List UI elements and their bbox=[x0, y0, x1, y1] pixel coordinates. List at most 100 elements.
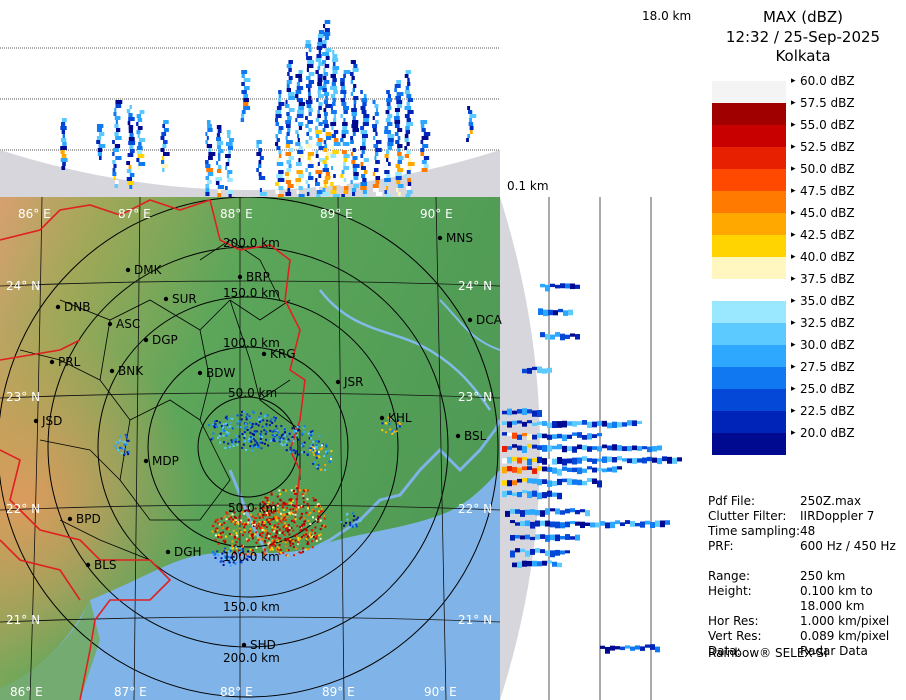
echo-cell bbox=[517, 434, 522, 440]
echo-cell bbox=[124, 448, 127, 451]
echo-cell bbox=[252, 411, 255, 414]
echo-cell bbox=[322, 192, 330, 196]
echo-cell bbox=[301, 550, 304, 553]
city-label: BPD bbox=[76, 512, 101, 526]
echo-cell bbox=[205, 176, 210, 180]
echo-cell bbox=[292, 508, 295, 511]
echo-cell bbox=[532, 366, 537, 371]
echo-cell bbox=[316, 46, 323, 50]
echo-cell bbox=[517, 467, 522, 474]
echo-cell bbox=[386, 102, 391, 106]
echo-cell bbox=[267, 543, 270, 546]
echo-cell bbox=[333, 174, 336, 178]
metadata-table: Pdf File: 250Z.max Clutter Filter: IIRDoppl… bbox=[708, 494, 904, 659]
echo-cell bbox=[300, 528, 303, 531]
echo-cell bbox=[272, 511, 275, 514]
echo-cell bbox=[542, 421, 547, 426]
echo-cell bbox=[276, 158, 280, 162]
echo-cell bbox=[226, 130, 231, 134]
echo-cell bbox=[238, 435, 241, 438]
echo-cell bbox=[597, 480, 602, 488]
echo-cell bbox=[223, 429, 226, 432]
echo-cell bbox=[587, 433, 592, 440]
echo-cell bbox=[255, 531, 258, 534]
echo-cell bbox=[312, 451, 315, 454]
echo-cell bbox=[316, 98, 319, 102]
echo-cell bbox=[292, 529, 295, 532]
echo-cell bbox=[300, 505, 303, 508]
echo-cell bbox=[112, 152, 115, 156]
echo-cell bbox=[577, 432, 582, 438]
echo-cell bbox=[276, 519, 279, 522]
echo-cell bbox=[396, 104, 402, 108]
echo-cell bbox=[385, 110, 390, 114]
echo-cell bbox=[267, 509, 270, 512]
echo-cell bbox=[257, 525, 260, 528]
echo-cell bbox=[381, 429, 384, 432]
legend-swatch bbox=[712, 169, 786, 191]
echo-cell bbox=[310, 536, 313, 539]
echo-cell bbox=[255, 527, 258, 530]
top-cross-section bbox=[0, 0, 500, 198]
echo-cell bbox=[215, 177, 223, 181]
echo-cell bbox=[113, 176, 116, 180]
echo-cell bbox=[297, 438, 300, 441]
echo-cell bbox=[406, 118, 411, 122]
echo-cell bbox=[343, 186, 349, 190]
legend-swatch bbox=[712, 389, 786, 411]
echo-cell bbox=[597, 420, 602, 426]
echo-cell bbox=[287, 72, 290, 76]
echo-cell bbox=[283, 518, 286, 521]
echo-cell bbox=[560, 550, 565, 555]
echo-cell bbox=[352, 512, 355, 515]
echo-cell bbox=[258, 416, 261, 419]
echo-cell bbox=[224, 446, 227, 449]
echo-cell bbox=[307, 535, 310, 538]
echo-cell bbox=[317, 82, 322, 86]
echo-cell bbox=[637, 446, 642, 451]
echo-cell bbox=[234, 414, 237, 417]
echo-cell bbox=[215, 181, 220, 185]
echo-cell bbox=[235, 520, 238, 523]
echo-cell bbox=[502, 421, 507, 425]
echo-cell bbox=[214, 553, 217, 556]
height-top-label: 18.0 km bbox=[642, 9, 691, 23]
echo-cell bbox=[285, 136, 288, 140]
echo-cell bbox=[543, 309, 548, 317]
echo-cell bbox=[318, 122, 323, 126]
echo-cell bbox=[582, 445, 587, 451]
echo-cell bbox=[205, 160, 209, 164]
echo-cell bbox=[235, 437, 238, 440]
echo-cell bbox=[278, 102, 285, 106]
echo-cell bbox=[331, 134, 336, 138]
echo-cell bbox=[650, 644, 655, 650]
echo-cell bbox=[540, 534, 545, 539]
echo-cell bbox=[372, 184, 379, 188]
echo-cell bbox=[306, 56, 313, 60]
echo-cell bbox=[258, 176, 266, 180]
echo-cell bbox=[275, 531, 278, 534]
echo-cell bbox=[290, 449, 293, 452]
echo-cell bbox=[527, 458, 532, 466]
datetime-label: 12:32 / 25-Sep-2025 bbox=[725, 28, 881, 46]
echo-cell bbox=[351, 188, 357, 192]
echo-cell bbox=[592, 421, 597, 428]
echo-cell bbox=[213, 426, 216, 429]
city-dot bbox=[335, 379, 341, 385]
echo-cell bbox=[261, 528, 264, 531]
echo-cell bbox=[114, 180, 119, 184]
echo-cell bbox=[214, 538, 217, 541]
echo-cell bbox=[532, 560, 537, 567]
echo-cell bbox=[264, 552, 267, 555]
echo-cell bbox=[305, 124, 309, 128]
echo-cell bbox=[245, 416, 248, 419]
echo-cell bbox=[610, 521, 615, 529]
echo-cell bbox=[565, 508, 570, 514]
echo-cell bbox=[129, 145, 134, 149]
echo-cell bbox=[60, 122, 66, 126]
echo-cell bbox=[258, 521, 261, 524]
echo-cell bbox=[285, 529, 288, 532]
echo-cell bbox=[292, 540, 295, 543]
echo-cell bbox=[308, 72, 315, 76]
echo-cell bbox=[318, 158, 326, 162]
